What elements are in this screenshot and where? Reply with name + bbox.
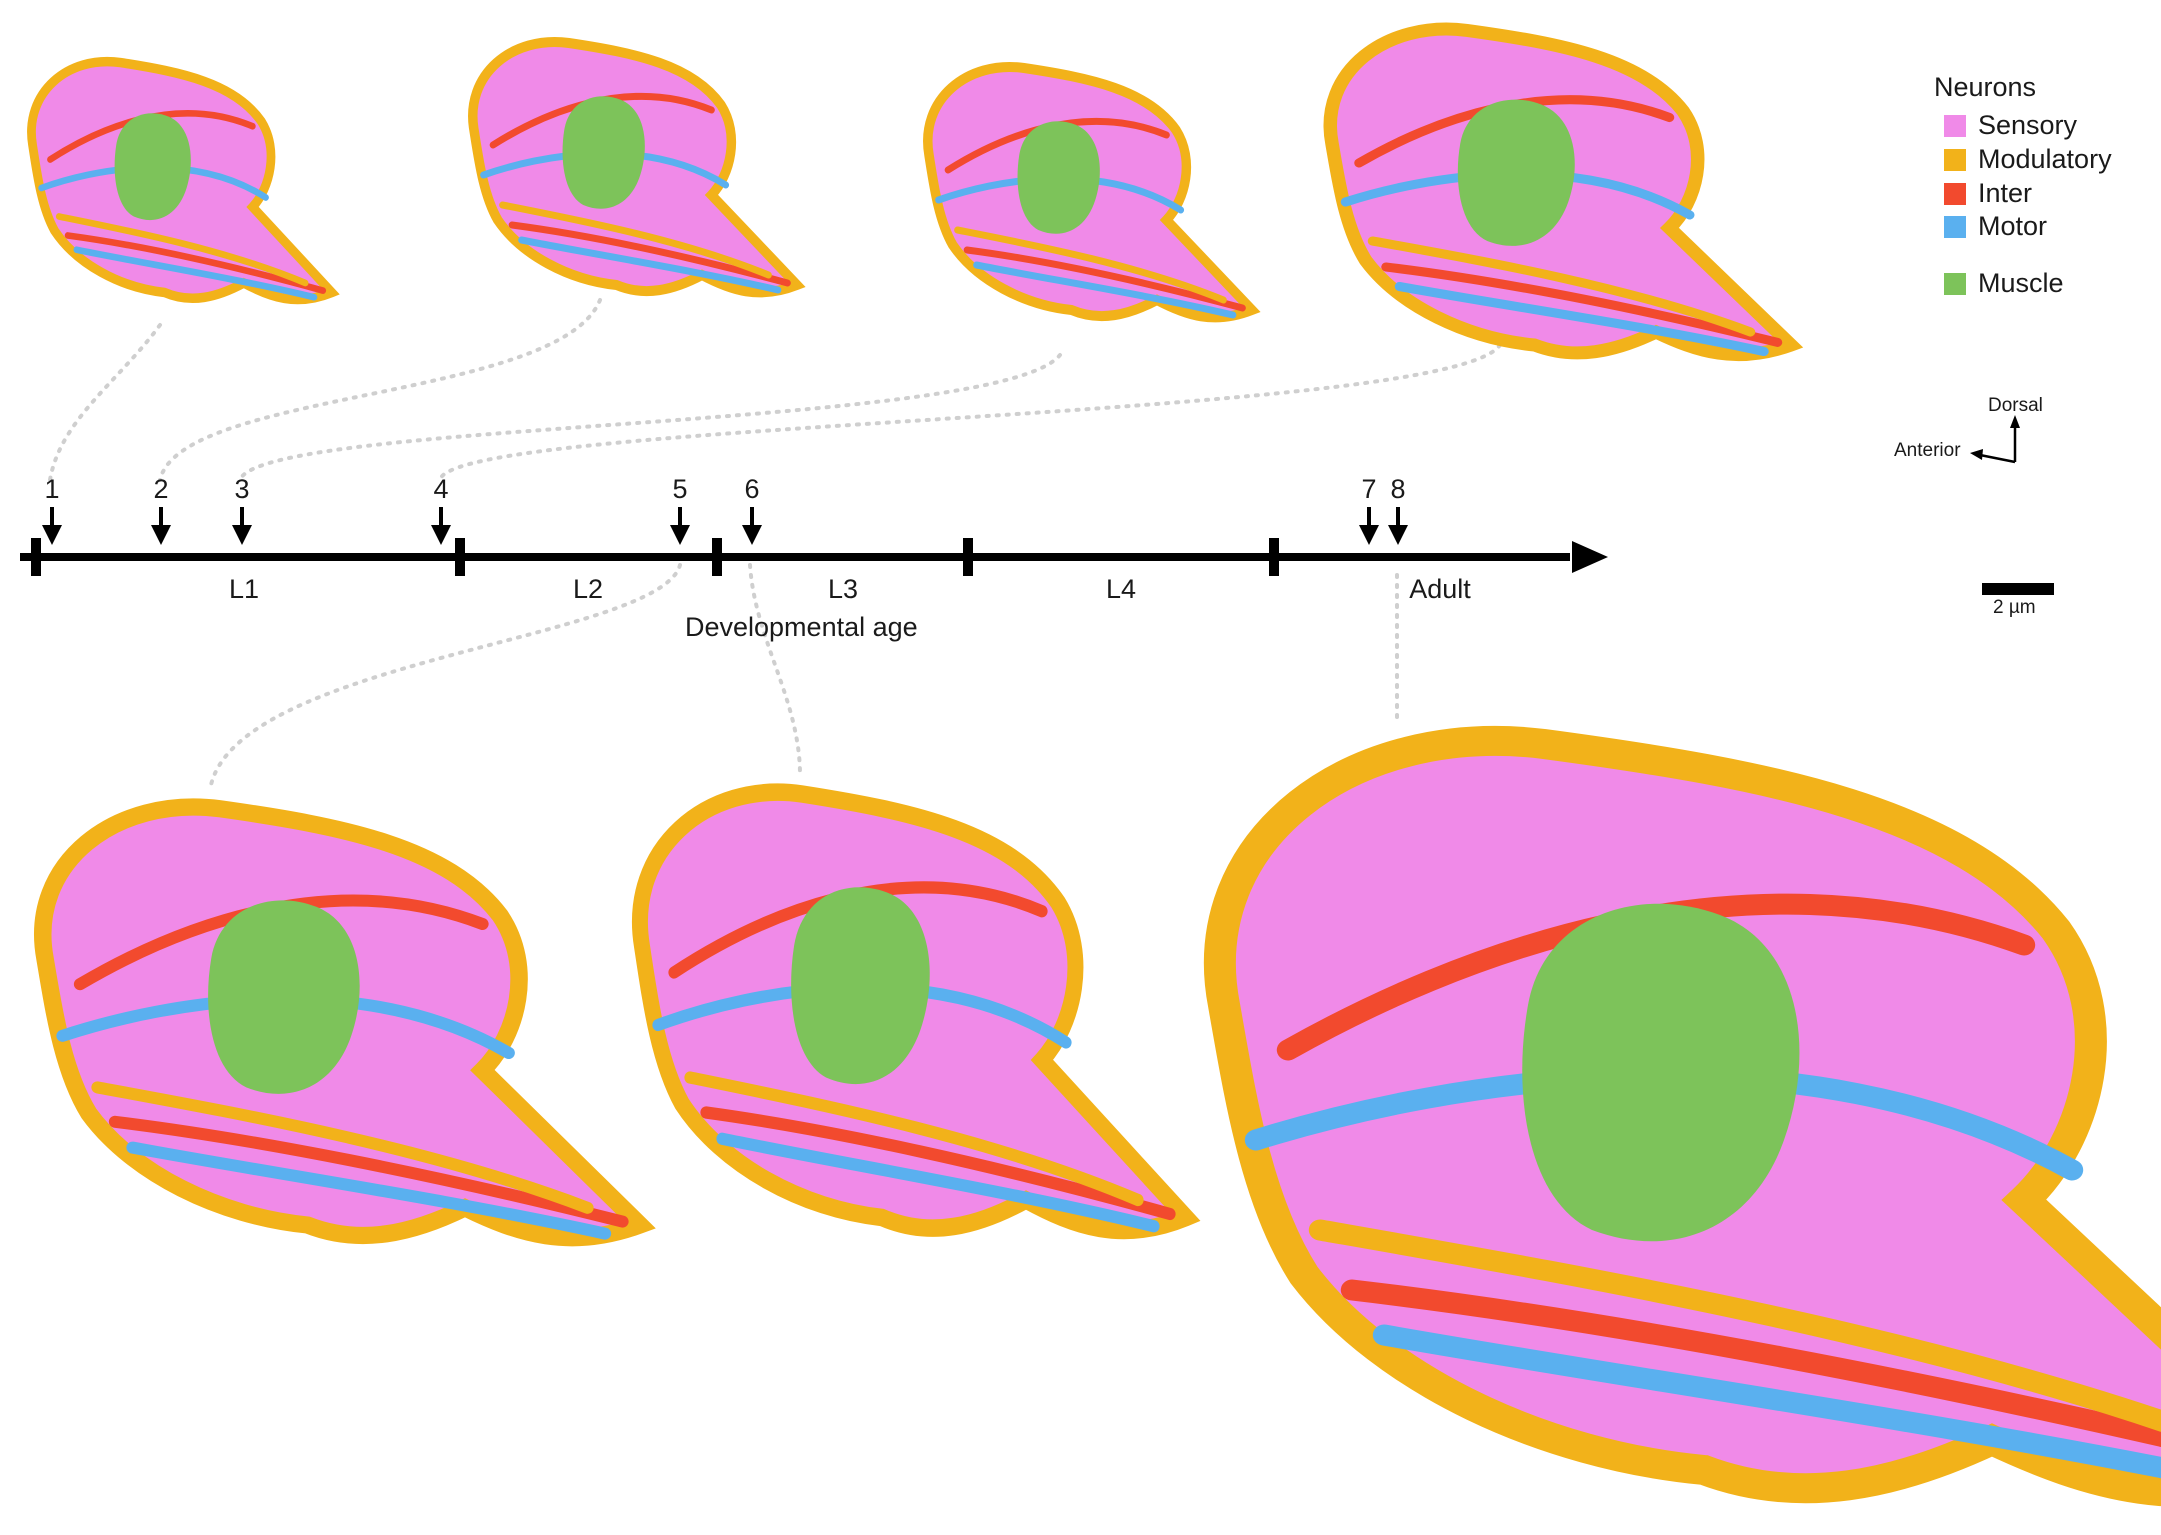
- legend-swatch-modulatory: [1944, 148, 1966, 171]
- legend-item-motor: Motor: [1944, 211, 2047, 242]
- stage-boundary-tick: [455, 538, 465, 576]
- nerve-ring-dataset-6: [640, 792, 1186, 1230]
- stage-label-l1: L1: [228, 574, 260, 604]
- stage-label-adult: Adult: [1409, 574, 1471, 604]
- orientation-indicator: [1970, 415, 2020, 464]
- axis-arrowhead: [1572, 541, 1608, 573]
- nerve-ring-dataset-8: [1220, 741, 2161, 1492]
- connector-5: [208, 563, 682, 792]
- legend-item-inter: Inter: [1944, 178, 2032, 209]
- legend-swatch-motor: [1944, 215, 1966, 238]
- dataset-number: 4: [433, 474, 449, 504]
- nerve-ring-dataset-4: [1330, 29, 1791, 355]
- dataset-number: 7: [1361, 474, 1377, 504]
- legend-swatch-inter: [1944, 182, 1966, 205]
- dataset-number: 6: [744, 474, 760, 504]
- legend-item-muscle: Muscle: [1944, 268, 2064, 299]
- dataset-number: 1: [44, 474, 60, 504]
- dataset-arrow-head: [1359, 525, 1379, 545]
- legend-label: Sensory: [1978, 110, 2078, 140]
- connector-4: [438, 343, 1502, 482]
- legend-item-modulatory: Modulatory: [1944, 144, 2112, 175]
- connector-3: [238, 353, 1062, 482]
- dataset-arrow-head: [232, 525, 252, 545]
- stage-boundary-tick: [1269, 538, 1279, 576]
- dataset-arrow-head: [42, 525, 62, 545]
- dataset-arrow-head: [1388, 525, 1408, 545]
- legend-label: Modulatory: [1978, 144, 2112, 174]
- dataset-number: 8: [1390, 474, 1406, 504]
- stage-label-l2: L2: [572, 574, 604, 604]
- stage-label-l4: L4: [1105, 574, 1137, 604]
- dataset-arrow-head: [431, 525, 451, 545]
- dataset-arrow-head: [670, 525, 690, 545]
- connector-1: [48, 323, 162, 482]
- legend-title: Neurons: [1934, 72, 2037, 102]
- scale-bar: [1982, 583, 2054, 595]
- nerve-ring-dataset-3: [928, 67, 1252, 317]
- stage-label-l3: L3: [827, 574, 859, 604]
- connector-6: [748, 563, 802, 777]
- legend-label: Motor: [1978, 211, 2048, 241]
- legend-label: Inter: [1978, 178, 2033, 208]
- axis-title: Developmental age: [685, 612, 918, 642]
- timeline-axis: [20, 507, 1608, 576]
- legend-swatch-muscle: [1944, 272, 1966, 295]
- dorsal-label: Dorsal: [1988, 395, 2043, 416]
- dataset-arrow-head: [742, 525, 762, 545]
- connector-lines: [48, 298, 1502, 792]
- anterior-label: Anterior: [1894, 440, 1961, 461]
- nerve-ring-dataset-2: [473, 42, 797, 292]
- stage-boundary-tick: [963, 538, 973, 576]
- nerve-ring-dataset-5: [43, 807, 640, 1238]
- stage-boundary-tick: [712, 538, 722, 576]
- scale-bar-label: 2 µm: [1993, 597, 2036, 618]
- legend-label: Muscle: [1978, 268, 2064, 298]
- nerve-ring-dataset-1: [31, 62, 331, 300]
- stage-boundary-tick: [31, 538, 41, 576]
- dataset-number: 5: [672, 474, 688, 504]
- legend-item-sensory: Sensory: [1944, 110, 2077, 141]
- connector-2: [158, 298, 602, 482]
- dataset-number: 3: [234, 474, 250, 504]
- legend-swatch-sensory: [1944, 114, 1966, 137]
- dataset-number: 2: [153, 474, 169, 504]
- dataset-arrow-head: [151, 525, 171, 545]
